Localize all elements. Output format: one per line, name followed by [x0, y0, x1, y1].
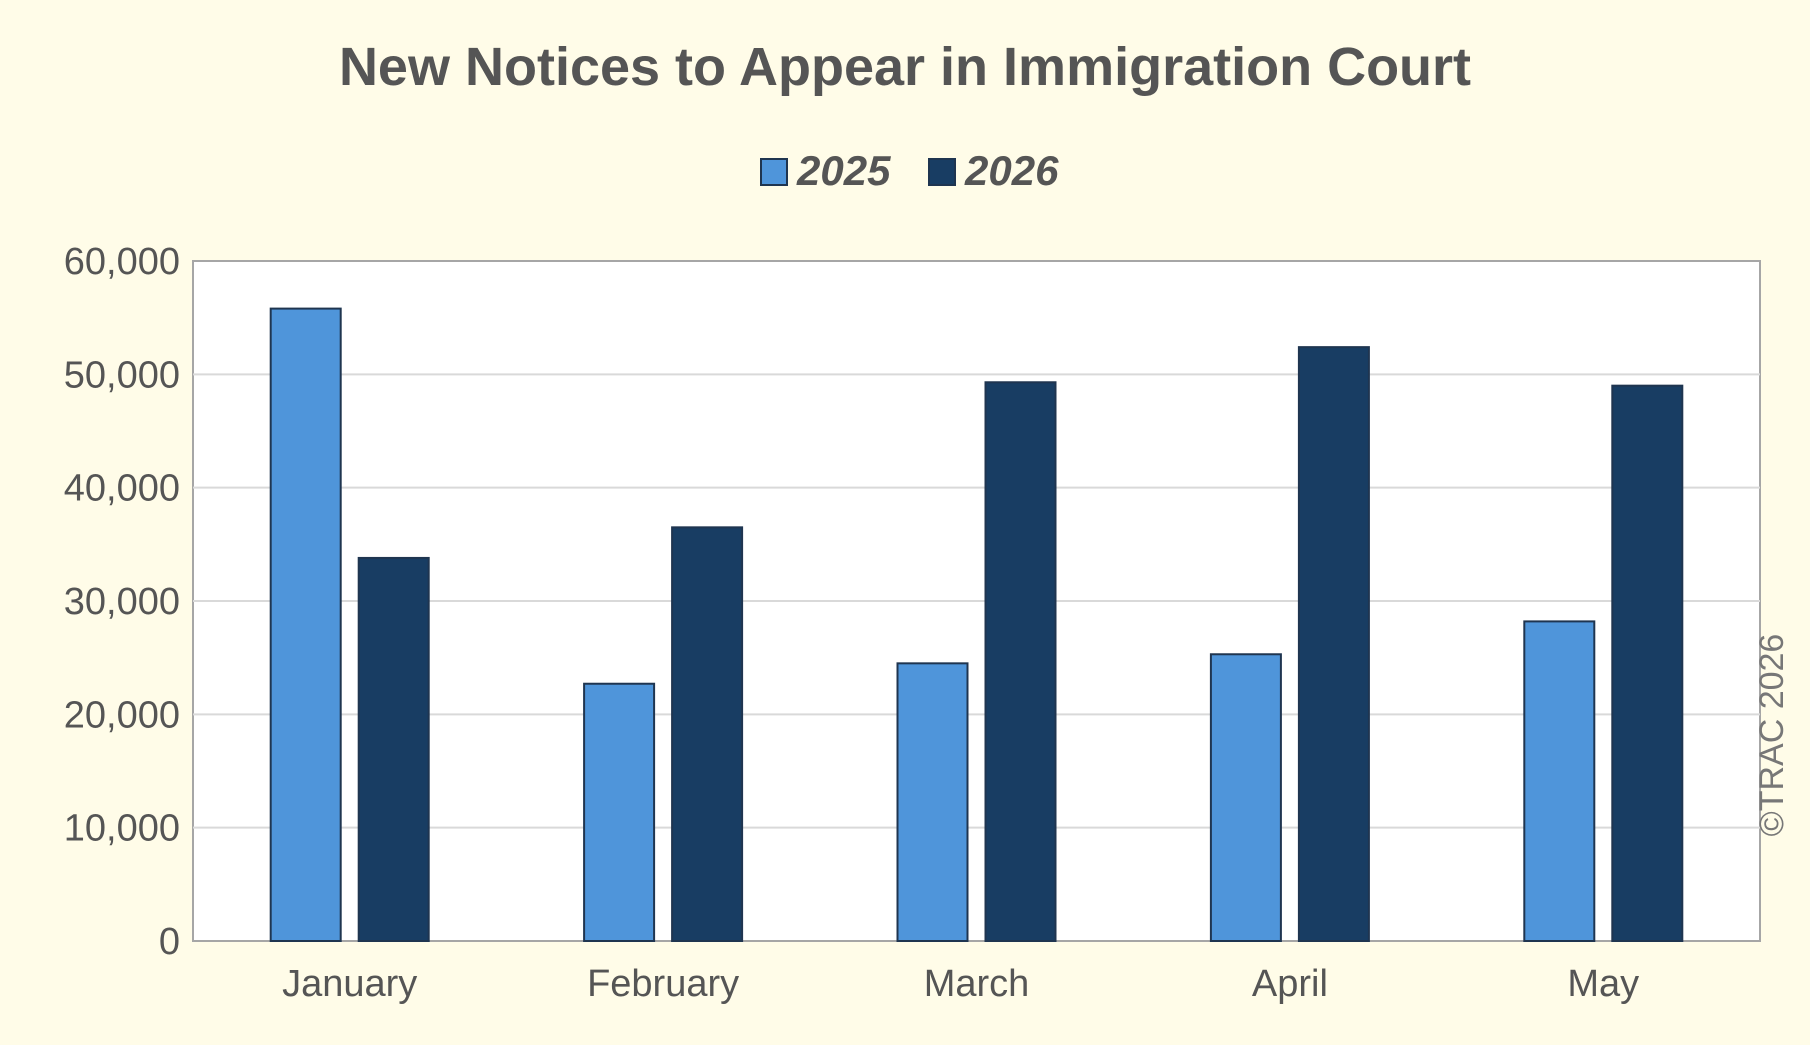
bar-2026-may: [1611, 384, 1684, 942]
x-tick-label: January: [282, 963, 417, 1005]
y-tick-label: 50,000: [64, 354, 180, 396]
copyright-text: ©TRAC 2026: [1753, 634, 1791, 837]
bar-2025-january: [269, 307, 342, 943]
bar-2025-april: [1209, 653, 1282, 942]
gridlines: [193, 373, 1760, 829]
y-tick-label: 20,000: [64, 694, 180, 736]
bar-2026-february: [671, 526, 744, 942]
x-tick-label: February: [587, 963, 739, 1005]
y-tick-label: 0: [159, 921, 180, 963]
bar-2025-may: [1523, 620, 1596, 943]
legend: 2025 2026: [760, 147, 1059, 194]
x-tick-label: March: [924, 963, 1030, 1005]
bar-2026-january: [357, 556, 430, 943]
x-axis-ticks: January February March April May: [282, 963, 1639, 1005]
x-tick-label: May: [1567, 963, 1639, 1005]
y-tick-label: 60,000: [64, 241, 180, 283]
bars: [269, 307, 1684, 943]
y-tick-label: 40,000: [64, 468, 180, 510]
legend-swatch-2025: [760, 158, 788, 186]
bar-2026-april: [1297, 346, 1370, 942]
y-tick-label: 10,000: [64, 808, 180, 850]
chart-title: New Notices to Appear in Immigration Cou…: [339, 37, 1471, 97]
y-tick-label: 30,000: [64, 581, 180, 623]
bar-2025-march: [896, 662, 969, 942]
bar-2026-march: [984, 381, 1057, 942]
legend-swatch-2026: [928, 158, 956, 186]
legend-label-2026: 2026: [964, 147, 1059, 194]
legend-label-2025: 2025: [796, 147, 891, 194]
bar-2025-february: [583, 682, 656, 942]
x-tick-label: April: [1252, 963, 1328, 1005]
y-axis-ticks: 0 10,000 20,000 30,000 40,000 50,000 60,000: [64, 241, 180, 963]
